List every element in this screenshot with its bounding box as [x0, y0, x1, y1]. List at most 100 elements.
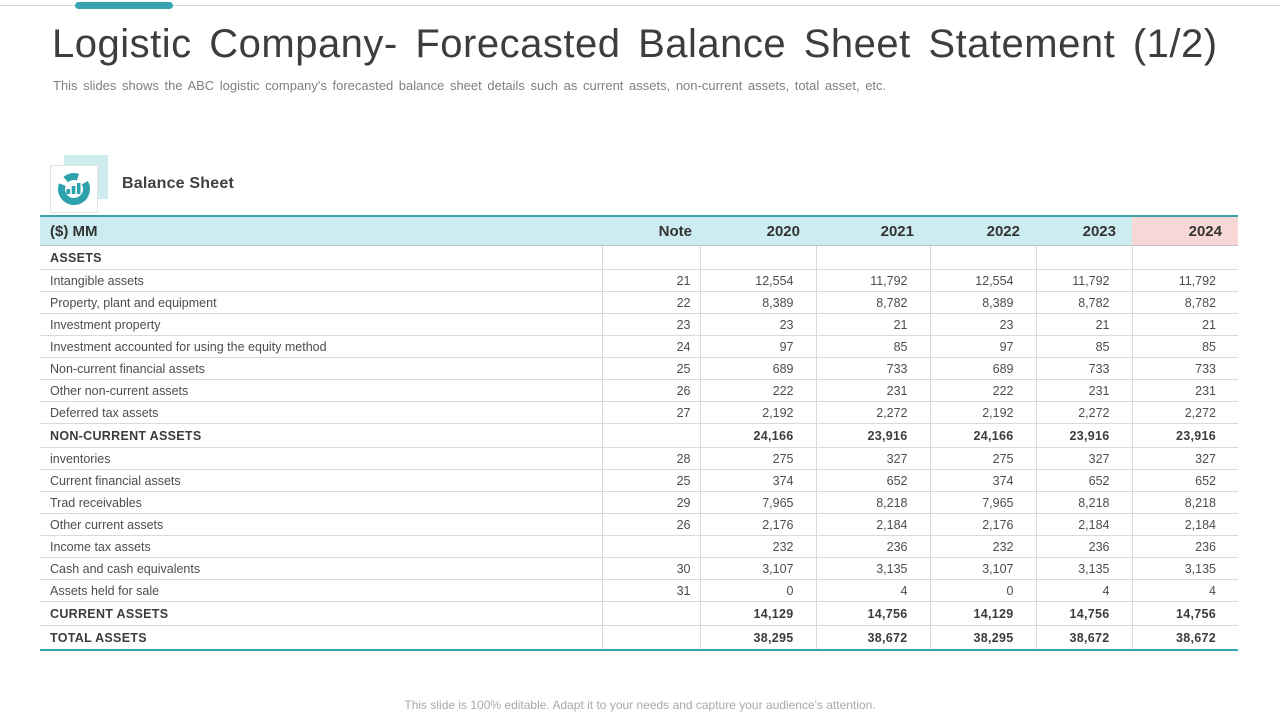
row-value-cell: 2,184	[1132, 513, 1238, 536]
slide-title: Logistic Company- Forecasted Balance She…	[52, 22, 1218, 66]
icon-card-square	[50, 165, 98, 213]
row-value-cell: 8,782	[1132, 291, 1238, 314]
row-note-cell: 26	[602, 379, 701, 402]
row-note-cell: 27	[602, 401, 701, 424]
row-value-cell: 23,916	[816, 423, 931, 448]
year-header-cell: 2023	[1036, 215, 1132, 246]
row-value-cell: 14,756	[1036, 601, 1133, 626]
table-body: ASSETS Intangible assets 21 12,554 11,792 12,…	[40, 245, 1238, 651]
row-value-cell: 38,295	[700, 625, 817, 651]
row-value-cell: 14,756	[1132, 601, 1238, 626]
row-value-cell: 38,672	[1036, 625, 1133, 651]
row-value-cell: 3,135	[1036, 557, 1133, 580]
balance-sheet-label: Balance Sheet	[122, 175, 234, 192]
table-row: TOTAL ASSETS 38,295 38,672 38,295 38,672 38,6…	[40, 625, 1238, 651]
row-value-cell: 2,184	[1036, 513, 1133, 536]
row-value-cell: 8,218	[1036, 491, 1133, 514]
row-note-cell: 22	[602, 291, 701, 314]
row-note-cell	[602, 423, 701, 448]
row-value-cell: 2,192	[930, 401, 1037, 424]
table-row: Assets held for sale 31 0 4 0 4 4	[40, 579, 1238, 602]
row-label-cell: CURRENT ASSETS	[40, 601, 603, 626]
row-value-cell: 23,916	[1132, 423, 1238, 448]
accent-bar	[75, 2, 173, 9]
row-value-cell: 232	[700, 535, 817, 558]
row-value-cell: 8,782	[1036, 291, 1133, 314]
table-row: Other non-current assets 26 222 231 222 231 23…	[40, 379, 1238, 402]
table-row: Current financial assets 25 374 652 374 652 65…	[40, 469, 1238, 492]
row-value-cell: 11,792	[1036, 269, 1133, 292]
table-row: Trad receivables 29 7,965 8,218 7,965 8,218 8,…	[40, 491, 1238, 514]
row-value-cell: 23	[930, 313, 1037, 336]
row-value-cell: 14,129	[930, 601, 1037, 626]
row-value-cell: 21	[816, 313, 931, 336]
balance-sheet-table: ($) MM Note 2020 2021 2022 2023 2024 ASSETS I…	[40, 215, 1238, 651]
table-row: Cash and cash equivalents 30 3,107 3,135 3,1…	[40, 557, 1238, 580]
table-row: Investment property 23 23 21 23 21 21	[40, 313, 1238, 336]
row-label-cell: NON-CURRENT ASSETS	[40, 423, 603, 448]
row-note-cell: 21	[602, 269, 701, 292]
row-value-cell: 97	[930, 335, 1037, 358]
row-value-cell: 733	[1036, 357, 1133, 380]
row-value-cell: 12,554	[700, 269, 817, 292]
row-value-cell: 4	[1132, 579, 1238, 602]
row-value-cell: 3,135	[1132, 557, 1238, 580]
table-row: Property, plant and equipment 22 8,389 8,78…	[40, 291, 1238, 314]
donut-chart-glyph	[58, 173, 90, 205]
row-note-cell	[602, 245, 701, 270]
row-label-cell: Current financial assets	[40, 469, 603, 492]
row-value-cell: 85	[1132, 335, 1238, 358]
row-note-cell: 26	[602, 513, 701, 536]
row-value-cell: 38,672	[1132, 625, 1238, 651]
row-label-cell: Other non-current assets	[40, 379, 603, 402]
row-note-cell	[602, 625, 701, 651]
row-value-cell: 2,176	[930, 513, 1037, 536]
row-value-cell: 222	[930, 379, 1037, 402]
note-header-cell: Note	[602, 215, 700, 246]
row-note-cell: 30	[602, 557, 701, 580]
table-row: Other current assets 26 2,176 2,184 2,176 2,1…	[40, 513, 1238, 536]
row-value-cell: 23	[700, 313, 817, 336]
row-value-cell: 231	[816, 379, 931, 402]
balance-sheet-heading: Balance Sheet	[50, 155, 234, 213]
balance-sheet-table-container: ($) MM Note 2020 2021 2022 2023 2024 ASSETS I…	[40, 215, 1238, 651]
row-value-cell: 14,756	[816, 601, 931, 626]
row-label-cell: Income tax assets	[40, 535, 603, 558]
row-value-cell: 733	[1132, 357, 1238, 380]
row-value-cell: 4	[816, 579, 931, 602]
row-note-cell: 31	[602, 579, 701, 602]
row-label-cell: Investment accounted for using the equit…	[40, 335, 603, 358]
row-label-cell: Other current assets	[40, 513, 603, 536]
row-value-cell: 38,295	[930, 625, 1037, 651]
row-value-cell: 3,107	[930, 557, 1037, 580]
row-value-cell: 327	[1036, 447, 1133, 470]
row-value-cell: 8,782	[816, 291, 931, 314]
row-value-cell: 3,107	[700, 557, 817, 580]
row-value-cell: 0	[930, 579, 1037, 602]
row-label-cell: Trad receivables	[40, 491, 603, 514]
slide-subtitle: This slides shows the ABC logistic compa…	[53, 78, 887, 93]
footer-note: This slide is 100% editable. Adapt it to…	[404, 698, 876, 712]
row-value-cell: 689	[930, 357, 1037, 380]
row-value-cell: 2,192	[700, 401, 817, 424]
row-label-cell: Intangible assets	[40, 269, 603, 292]
row-value-cell: 85	[816, 335, 931, 358]
row-label-cell: TOTAL ASSETS	[40, 625, 603, 651]
row-label-cell: Non-current financial assets	[40, 357, 603, 380]
row-value-cell: 236	[1036, 535, 1133, 558]
row-note-cell: 29	[602, 491, 701, 514]
table-row: Intangible assets 21 12,554 11,792 12,554 11,…	[40, 269, 1238, 292]
row-value-cell: 8,218	[816, 491, 931, 514]
table-row: inventories 28 275 327 275 327 327	[40, 447, 1238, 470]
row-value-cell: 652	[816, 469, 931, 492]
row-note-cell	[602, 601, 701, 626]
year-header-cell: 2021	[816, 215, 930, 246]
row-value-cell	[1132, 245, 1238, 270]
row-value-cell: 327	[816, 447, 931, 470]
row-value-cell: 12,554	[930, 269, 1037, 292]
row-value-cell: 231	[1132, 379, 1238, 402]
row-label-cell: Deferred tax assets	[40, 401, 603, 424]
row-value-cell: 7,965	[930, 491, 1037, 514]
row-value-cell: 23,916	[1036, 423, 1133, 448]
row-value-cell: 236	[1132, 535, 1238, 558]
